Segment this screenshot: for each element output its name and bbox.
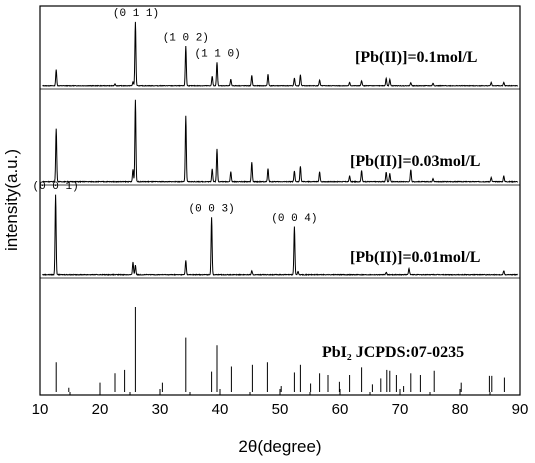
peak-label-1: (1 0 2) <box>163 32 209 44</box>
x-axis-title: 2θ(degree) <box>238 437 321 456</box>
pattern-trace-2 <box>42 194 518 277</box>
reference-sticks <box>55 307 505 392</box>
pattern-trace-1 <box>42 99 519 184</box>
pattern-trace-0 <box>42 21 518 87</box>
x-tick-label-5: 60 <box>332 401 349 418</box>
series-labels: [Pb(II)]=0.1mol/L [Pb(II)]=0.03mol/L [Pb… <box>322 49 480 361</box>
x-tick-label-4: 50 <box>272 401 289 418</box>
x-tick-label-1: 20 <box>92 401 109 418</box>
series-label-0-01: [Pb(II)]=0.01mol/L <box>350 249 480 266</box>
peak-label-5: (0 0 4) <box>271 213 317 225</box>
y-axis-title: intensity(a.u.) <box>2 149 21 251</box>
series-label-reference: PbI₂ JCPDS:07-0235 <box>322 344 464 361</box>
plot-area: 10 20 30 40 50 60 70 80 90 <box>32 5 529 418</box>
x-tick-label-2: 30 <box>152 401 169 418</box>
peak-label-2: (1 1 0) <box>194 48 240 60</box>
peak-annotations: (0 1 1) (1 0 2) (1 1 0) (0 0 1) (0 0 3) (0 0 … <box>32 8 317 225</box>
series-label-0-1: [Pb(II)]=0.1mol/L <box>355 49 477 66</box>
x-axis: 10 20 30 40 50 60 70 80 90 <box>32 389 529 418</box>
x-tick-label-0: 10 <box>32 401 49 418</box>
x-tick-label-8: 90 <box>512 401 529 418</box>
peak-label-3: (0 0 1) <box>32 181 78 193</box>
series-layer <box>40 21 520 392</box>
series-label-0-03: [Pb(II)]=0.03mol/L <box>350 153 480 170</box>
peak-label-4: (0 0 3) <box>188 203 234 215</box>
peak-label-0: (0 1 1) <box>113 8 159 20</box>
x-tick-label-3: 40 <box>212 401 229 418</box>
x-tick-label-6: 70 <box>392 401 409 418</box>
x-tick-label-7: 80 <box>452 401 469 418</box>
